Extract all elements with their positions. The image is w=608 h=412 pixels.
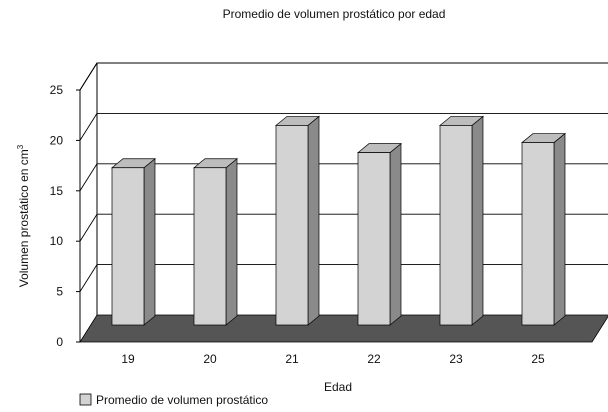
legend-entry: Promedio de volumen prostático	[96, 393, 268, 407]
bar	[357, 152, 391, 326]
y-axis-label: Volumen prostático en cm3	[16, 144, 31, 287]
left-wall-top	[79, 62, 98, 91]
x-tick-label: 25	[531, 352, 545, 366]
legend: Promedio de volumen prostático	[79, 393, 268, 407]
bar	[193, 167, 227, 326]
bar	[439, 125, 473, 326]
bar-side	[143, 158, 156, 326]
gridline-side	[79, 264, 98, 292]
y-tick-label: 25	[50, 83, 64, 97]
bar-side	[225, 158, 238, 326]
bar	[275, 125, 309, 326]
y-axis-label-text: Volumen prostático en cm	[17, 149, 31, 287]
gridline-side	[79, 113, 98, 141]
bar	[111, 167, 145, 326]
y-tick-label: 15	[50, 184, 64, 198]
legend-swatch	[79, 393, 92, 406]
x-tick-label: 21	[285, 352, 299, 366]
x-tick-label: 23	[449, 352, 463, 366]
gridline-side	[79, 163, 98, 192]
bar-side	[389, 142, 402, 326]
bar-side	[553, 132, 566, 326]
y-axis-label-superscript: 3	[16, 144, 25, 149]
gridline-side	[79, 213, 98, 242]
x-tick-label: 19	[121, 352, 135, 366]
x-tick-label: 20	[203, 352, 217, 366]
bar-side	[307, 115, 320, 326]
x-axis-label: Edad	[324, 380, 352, 394]
y-tick-label: 5	[56, 285, 63, 299]
y-axis-ticks: 0 5 10 15 20 25	[50, 83, 80, 349]
bars	[111, 115, 566, 326]
chart-title: Promedio de volumen prostático por edad	[223, 7, 446, 21]
y-tick-label: 0	[56, 335, 63, 349]
y-tick-label: 10	[50, 234, 64, 248]
bar-side	[471, 115, 484, 326]
x-tick-label: 22	[367, 352, 381, 366]
y-tick-label: 20	[50, 133, 64, 147]
bar	[521, 142, 555, 326]
x-axis-ticks: 19 20 21 22 23 25	[121, 352, 545, 366]
